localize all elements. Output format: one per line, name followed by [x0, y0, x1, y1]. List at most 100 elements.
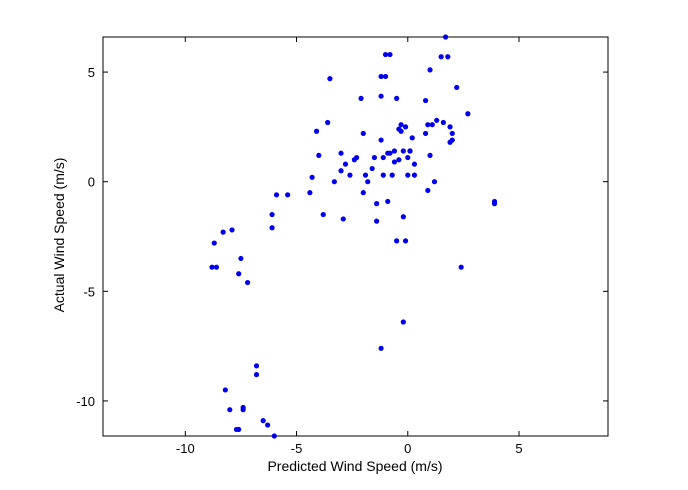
- scatter-point: [442, 34, 449, 40]
- scatter-point: [227, 407, 233, 413]
- scatter-point: [449, 137, 455, 143]
- scatter-point: [378, 93, 384, 99]
- scatter-point: [387, 150, 393, 156]
- scatter-point: [394, 238, 400, 244]
- scatter-point: [209, 264, 215, 270]
- scatter-point: [347, 172, 353, 178]
- scatter-point: [360, 130, 366, 137]
- scatter-point: [447, 124, 453, 130]
- y-axis-label: Actual Wind Speed (m/s): [51, 158, 67, 313]
- y-tick-label: 5: [88, 65, 95, 80]
- scatter-point: [374, 218, 380, 224]
- scatter-point: [440, 119, 446, 126]
- scatter-point: [371, 154, 378, 161]
- scatter-point: [253, 363, 260, 369]
- scatter-point: [429, 122, 435, 128]
- scatter-point: [369, 165, 375, 172]
- scatter-point: [449, 130, 455, 137]
- scatter-point: [391, 148, 398, 154]
- scatter-point: [236, 426, 242, 433]
- x-tick-label: -5: [291, 441, 303, 456]
- scatter-point: [316, 152, 322, 158]
- scatter-point: [407, 148, 413, 154]
- scatter-point: [382, 51, 389, 58]
- scatter-point: [409, 135, 415, 141]
- scatter-point: [269, 211, 275, 218]
- scatter-point: [378, 345, 384, 351]
- scatter-point: [454, 84, 460, 91]
- scatter-point: [273, 192, 280, 198]
- scatter-point: [400, 148, 406, 154]
- scatter-point: [313, 128, 320, 134]
- scatter-point: [338, 168, 344, 174]
- scatter-point: [374, 201, 380, 207]
- scatter-point: [387, 51, 393, 58]
- scatter-point: [385, 198, 391, 205]
- scatter-point: [338, 150, 344, 156]
- scatter-point: [265, 422, 271, 428]
- scatter-point: [382, 73, 389, 80]
- scatter-point: [331, 179, 337, 185]
- scatter-point: [342, 161, 349, 167]
- scatter-point: [438, 54, 444, 60]
- scatter-point: [213, 264, 220, 270]
- scatter-point: [422, 97, 429, 104]
- scatter-point: [327, 76, 333, 82]
- scatter-point: [405, 154, 411, 161]
- scatter-point: [425, 187, 431, 194]
- plot-area: [102, 36, 609, 437]
- scatter-point: [398, 122, 404, 128]
- x-axis-label: Predicted Wind Speed (m/s): [267, 458, 442, 474]
- scatter-points: [209, 34, 498, 439]
- scatter-point: [269, 225, 275, 231]
- scatter-point: [396, 157, 402, 163]
- scatter-point: [236, 271, 242, 277]
- y-tick-label: 0: [88, 175, 95, 190]
- scatter-point: [400, 214, 406, 220]
- scatter-point: [365, 179, 371, 185]
- scatter-point: [389, 172, 395, 178]
- scatter-point: [391, 159, 398, 165]
- scatter-point: [238, 255, 244, 262]
- scatter-point: [427, 67, 433, 73]
- scatter-point: [434, 117, 440, 123]
- scatter-point: [211, 240, 217, 246]
- scatter-point: [307, 190, 313, 196]
- scatter-point: [402, 238, 409, 244]
- scatter-point: [260, 418, 266, 424]
- scatter-point: [411, 172, 418, 178]
- scatter-point: [380, 172, 386, 178]
- scatter-point: [402, 124, 409, 130]
- scatter-point: [220, 229, 226, 235]
- scatter-point: [398, 128, 404, 134]
- y-tick-label: -10: [76, 394, 95, 409]
- scatter-point: [222, 387, 228, 393]
- scatter-point: [309, 174, 315, 180]
- scatter-point: [380, 154, 386, 161]
- scatter-point: [320, 211, 326, 218]
- x-tick-label: 0: [404, 441, 411, 456]
- scatter-point: [378, 137, 384, 143]
- scatter-point: [354, 154, 360, 161]
- scatter-point: [245, 279, 251, 286]
- x-tick-label: -10: [176, 441, 195, 456]
- scatter-point: [362, 172, 369, 178]
- scatter-point: [445, 54, 451, 60]
- scatter-point: [400, 319, 406, 325]
- scatter-point: [425, 122, 431, 128]
- x-tick-label: 5: [515, 441, 522, 456]
- scatter-point: [458, 264, 464, 270]
- scatter-point: [360, 190, 366, 196]
- scatter-point: [405, 172, 411, 178]
- scatter-point: [340, 216, 346, 222]
- scatter-point: [325, 119, 331, 126]
- scatter-point: [358, 95, 364, 101]
- scatter-point: [378, 73, 384, 80]
- scatter-point: [411, 161, 418, 167]
- scatter-point: [491, 201, 498, 207]
- scatter-point: [229, 227, 235, 233]
- scatter-point: [427, 152, 433, 158]
- scatter-point: [253, 372, 260, 378]
- scatter-point: [422, 130, 429, 137]
